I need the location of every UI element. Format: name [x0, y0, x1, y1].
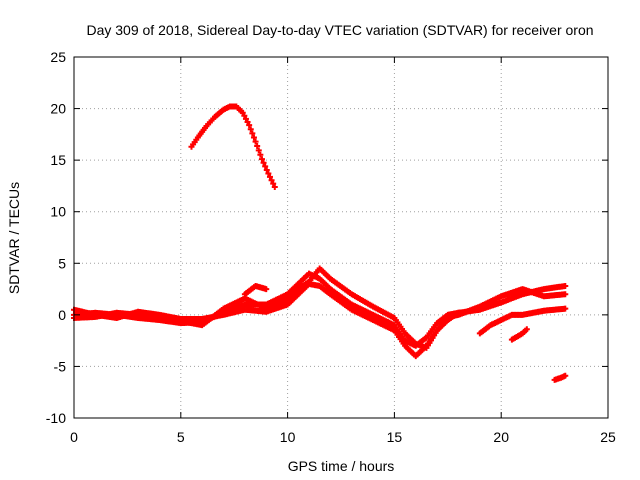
data-point [263, 166, 270, 173]
data-point [271, 183, 278, 190]
y-tick-label: 0 [58, 307, 66, 323]
x-tick-label: 15 [387, 429, 403, 445]
x-axis-label: GPS time / hours [288, 458, 395, 474]
plot-frame [73, 56, 609, 419]
x-tick-label: 10 [280, 429, 296, 445]
x-tick-label: 25 [600, 429, 616, 445]
x-tick-label: 5 [177, 429, 185, 445]
data-point [257, 151, 264, 158]
y-tick-label: 15 [50, 152, 66, 168]
data-point [254, 142, 261, 149]
data-point [241, 112, 248, 119]
data-point [270, 180, 277, 187]
data-point [258, 156, 265, 163]
data-point [262, 163, 269, 170]
data-point [252, 138, 259, 145]
y-tick-label: 5 [58, 255, 66, 271]
x-tick-label: 0 [70, 429, 78, 445]
data-point [250, 134, 257, 141]
data-point [255, 147, 262, 154]
data-point [244, 118, 251, 125]
y-axis-label: SDTVAR / TECUs [6, 182, 22, 294]
data-point [562, 305, 569, 312]
data-point [266, 173, 273, 180]
data-points [71, 103, 569, 383]
y-tick-label: -5 [54, 358, 67, 374]
data-point [268, 177, 275, 184]
data-point [246, 122, 253, 129]
y-tick-label: 20 [50, 101, 66, 117]
x-tick-label: 20 [493, 429, 509, 445]
data-point [562, 291, 569, 298]
y-tick-label: 25 [50, 49, 66, 65]
data-point [242, 115, 249, 122]
data-point [239, 109, 246, 116]
data-point [263, 286, 270, 293]
data-point [562, 282, 569, 289]
data-point [260, 159, 267, 166]
chart-title: Day 309 of 2018, Sidereal Day-to-day VTE… [86, 22, 593, 38]
data-point [247, 126, 254, 133]
data-point [523, 326, 530, 333]
y-tick-label: 10 [50, 204, 66, 220]
ticks: 0 5 10 15 20 25 -10 -5 0 5 10 15 20 25 [46, 49, 616, 445]
data-point [249, 130, 256, 137]
data-point [265, 170, 272, 177]
y-tick-label: -10 [46, 410, 66, 426]
data-point [562, 372, 569, 379]
data-point [455, 309, 462, 316]
